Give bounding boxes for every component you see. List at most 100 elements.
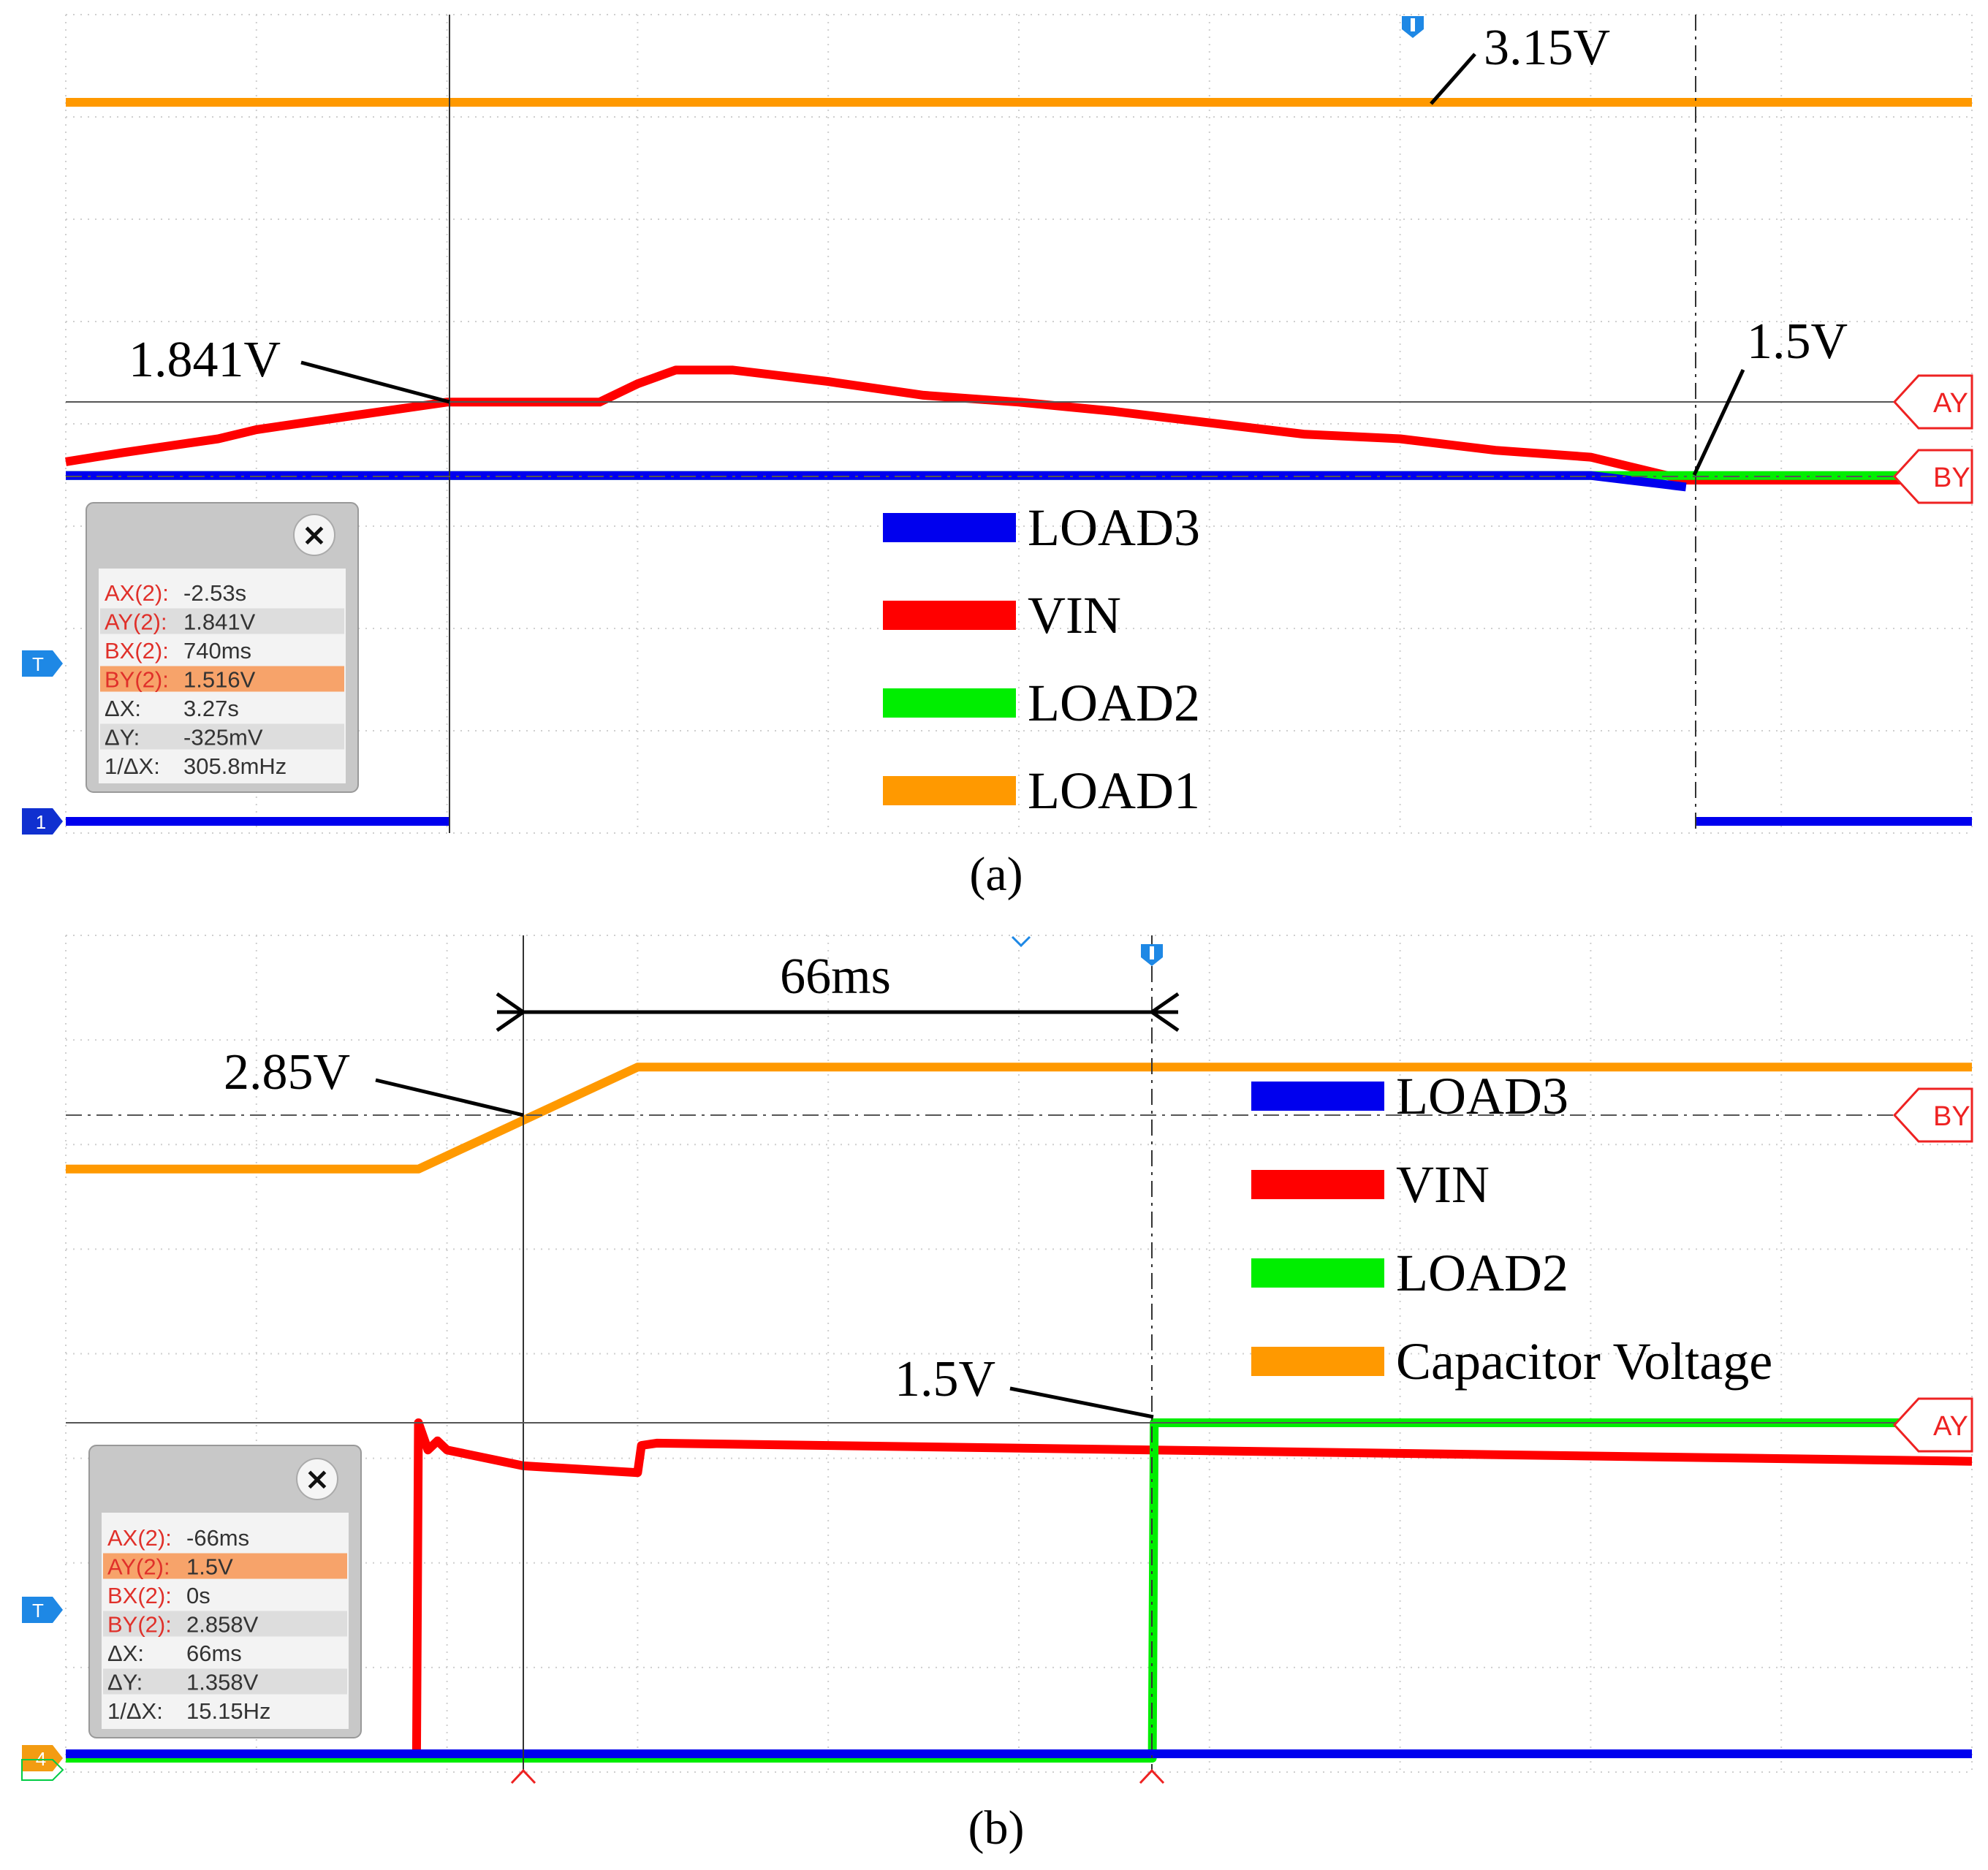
annotation-interval: 66ms bbox=[780, 949, 891, 1005]
series-layer bbox=[65, 98, 1972, 826]
measurement-label: AX(2): bbox=[107, 1525, 172, 1551]
measurement-row-highlight bbox=[100, 666, 344, 692]
cursor-ax-tick-icon[interactable] bbox=[510, 1768, 536, 1785]
series-vin bbox=[65, 365, 1972, 484]
legend: LOAD3 VIN LOAD2 LOAD1 bbox=[883, 498, 1200, 820]
cursor-tag-ay-label: AY bbox=[1933, 1411, 1968, 1442]
measurement-label: 1/ΔX: bbox=[107, 1698, 163, 1724]
measurement-panel[interactable]: × AX(2): -66ms AY(2): 1.5V BX(2): 0s BY(2): 2.8… bbox=[88, 1445, 362, 1738]
cursor-tag-by-label: BY bbox=[1933, 463, 1970, 493]
measurement-label: BX(2): bbox=[107, 1583, 172, 1608]
annotation-cursor-b: 1.5V bbox=[1747, 313, 1848, 370]
measurement-label: BY(2): bbox=[107, 1612, 172, 1638]
legend-swatch-load1 bbox=[883, 776, 1016, 805]
cursor-tag-by[interactable]: BY bbox=[1892, 1087, 1973, 1143]
channel-1-marker[interactable]: 1 bbox=[22, 808, 63, 835]
measurement-label: ΔY: bbox=[105, 725, 140, 750]
measurement-row-stripe bbox=[100, 723, 344, 750]
measurement-row-stripe bbox=[103, 1611, 347, 1637]
series-vin bbox=[66, 1418, 1973, 1760]
legend-label-load2: LOAD2 bbox=[1028, 674, 1200, 732]
legend-swatch-load3 bbox=[1251, 1082, 1384, 1111]
channel-4-marker[interactable]: 4 bbox=[21, 1745, 64, 1781]
measurement-value: 15.15Hz bbox=[186, 1698, 270, 1724]
cursor-bx-tick-icon[interactable] bbox=[1139, 1768, 1165, 1785]
legend-swatch-capacitor-voltage bbox=[1251, 1347, 1384, 1376]
panel-label: (a) bbox=[969, 848, 1023, 901]
measurement-row-stripe bbox=[100, 608, 344, 634]
annotation-leader-1v841 bbox=[300, 360, 450, 404]
legend-swatch-vin bbox=[1251, 1170, 1384, 1199]
measurement-value: -325mV bbox=[183, 725, 263, 750]
measurement-row-highlight bbox=[103, 1553, 347, 1579]
measurement-label: ΔX: bbox=[107, 1641, 144, 1666]
legend-label-load2: LOAD2 bbox=[1396, 1244, 1568, 1302]
annotation-load1-level: 3.15V bbox=[1484, 20, 1610, 76]
panel-b: BY AY T 4 × bbox=[0, 921, 1988, 1870]
measurement-label: 1/ΔX: bbox=[105, 753, 160, 779]
series-capacitor-voltage bbox=[66, 1063, 1972, 1174]
legend-label-vin: VIN bbox=[1028, 586, 1121, 645]
close-icon: × bbox=[301, 517, 327, 552]
measurement-label: AY(2): bbox=[105, 609, 167, 635]
measurement-value: 305.8mHz bbox=[183, 753, 287, 779]
annotation-leader-3v15 bbox=[1430, 53, 1476, 105]
measurement-value: -66ms bbox=[186, 1525, 249, 1551]
annotation-leader-2v85 bbox=[375, 1078, 524, 1117]
interval-dimension-arrow bbox=[496, 992, 1180, 1033]
measurement-label: ΔY: bbox=[107, 1670, 143, 1695]
measurement-value: 2.858V bbox=[186, 1612, 259, 1638]
measurement-value: 3.27s bbox=[183, 696, 239, 721]
measurement-label: AY(2): bbox=[107, 1554, 170, 1580]
series-load3 bbox=[66, 471, 1687, 492]
trigger-level-marker[interactable]: T bbox=[22, 650, 63, 677]
measurement-value: 0s bbox=[186, 1583, 210, 1608]
legend-swatch-load2 bbox=[883, 688, 1016, 718]
grid bbox=[65, 935, 1973, 1773]
annotation-leader-1v5 bbox=[1009, 1386, 1154, 1419]
measurement-value: 1.841V bbox=[183, 609, 256, 635]
annotation-cursor-a: 1.5V bbox=[895, 1351, 995, 1407]
close-button[interactable]: × bbox=[293, 514, 335, 556]
measurement-value: 1.358V bbox=[186, 1670, 259, 1695]
trigger-level-marker[interactable]: T bbox=[22, 1597, 63, 1623]
trigger-level-label: T bbox=[32, 1600, 44, 1622]
panel-label: (b) bbox=[968, 1801, 1025, 1855]
measurement-value: 66ms bbox=[186, 1641, 242, 1666]
scope-chart-b: BY AY T 4 × bbox=[21, 935, 1973, 1855]
measurement-row-stripe bbox=[103, 1668, 347, 1695]
annotation-cursor-a: 1.841V bbox=[129, 332, 281, 388]
measurement-value: 1.516V bbox=[183, 667, 256, 693]
measurement-label: ΔX: bbox=[105, 696, 141, 721]
horizontal-position-marker-icon[interactable] bbox=[1011, 935, 1031, 948]
trigger-level-label: T bbox=[32, 653, 44, 675]
cursor-tag-ay-label: AY bbox=[1933, 388, 1968, 419]
measurement-value: 1.5V bbox=[186, 1554, 233, 1580]
close-button[interactable]: × bbox=[296, 1458, 338, 1500]
legend-label-load1: LOAD1 bbox=[1028, 761, 1200, 820]
legend-swatch-load2 bbox=[1251, 1258, 1384, 1288]
measurement-label: AX(2): bbox=[105, 580, 169, 606]
legend-label-load3: LOAD3 bbox=[1028, 498, 1200, 557]
cursor-tag-ay[interactable]: AY bbox=[1892, 374, 1973, 430]
annotation-leader-1v5 bbox=[1692, 368, 1745, 476]
cursor-tag-by[interactable]: BY bbox=[1892, 449, 1973, 504]
legend-swatch-load3 bbox=[883, 513, 1016, 542]
trigger-marker-top-icon[interactable] bbox=[1141, 944, 1163, 966]
annotation-cursor-b: 2.85V bbox=[224, 1044, 350, 1101]
cursor-tag-by-label: BY bbox=[1933, 1101, 1970, 1132]
measurement-label: BX(2): bbox=[105, 638, 169, 664]
cursor-tag-ay[interactable]: AY bbox=[1892, 1397, 1973, 1453]
panel-a: AY BY T 1 × AX(2): -2.53s AY(2 bbox=[0, 0, 1988, 906]
legend: LOAD3 VIN LOAD2 Capacitor Voltage bbox=[1251, 1067, 1772, 1391]
trigger-marker-top-icon[interactable] bbox=[1402, 16, 1424, 38]
legend-label-capacitor-voltage: Capacitor Voltage bbox=[1396, 1332, 1772, 1391]
measurement-label: BY(2): bbox=[105, 667, 169, 693]
measurement-value: -2.53s bbox=[183, 580, 246, 606]
legend-label-vin: VIN bbox=[1396, 1155, 1490, 1214]
legend-swatch-vin bbox=[883, 601, 1016, 630]
measurement-panel[interactable]: × AX(2): -2.53s AY(2): 1.841V BX(2): 740ms BY(… bbox=[86, 502, 359, 793]
close-icon: × bbox=[304, 1461, 330, 1497]
measurement-value: 740ms bbox=[183, 638, 251, 664]
